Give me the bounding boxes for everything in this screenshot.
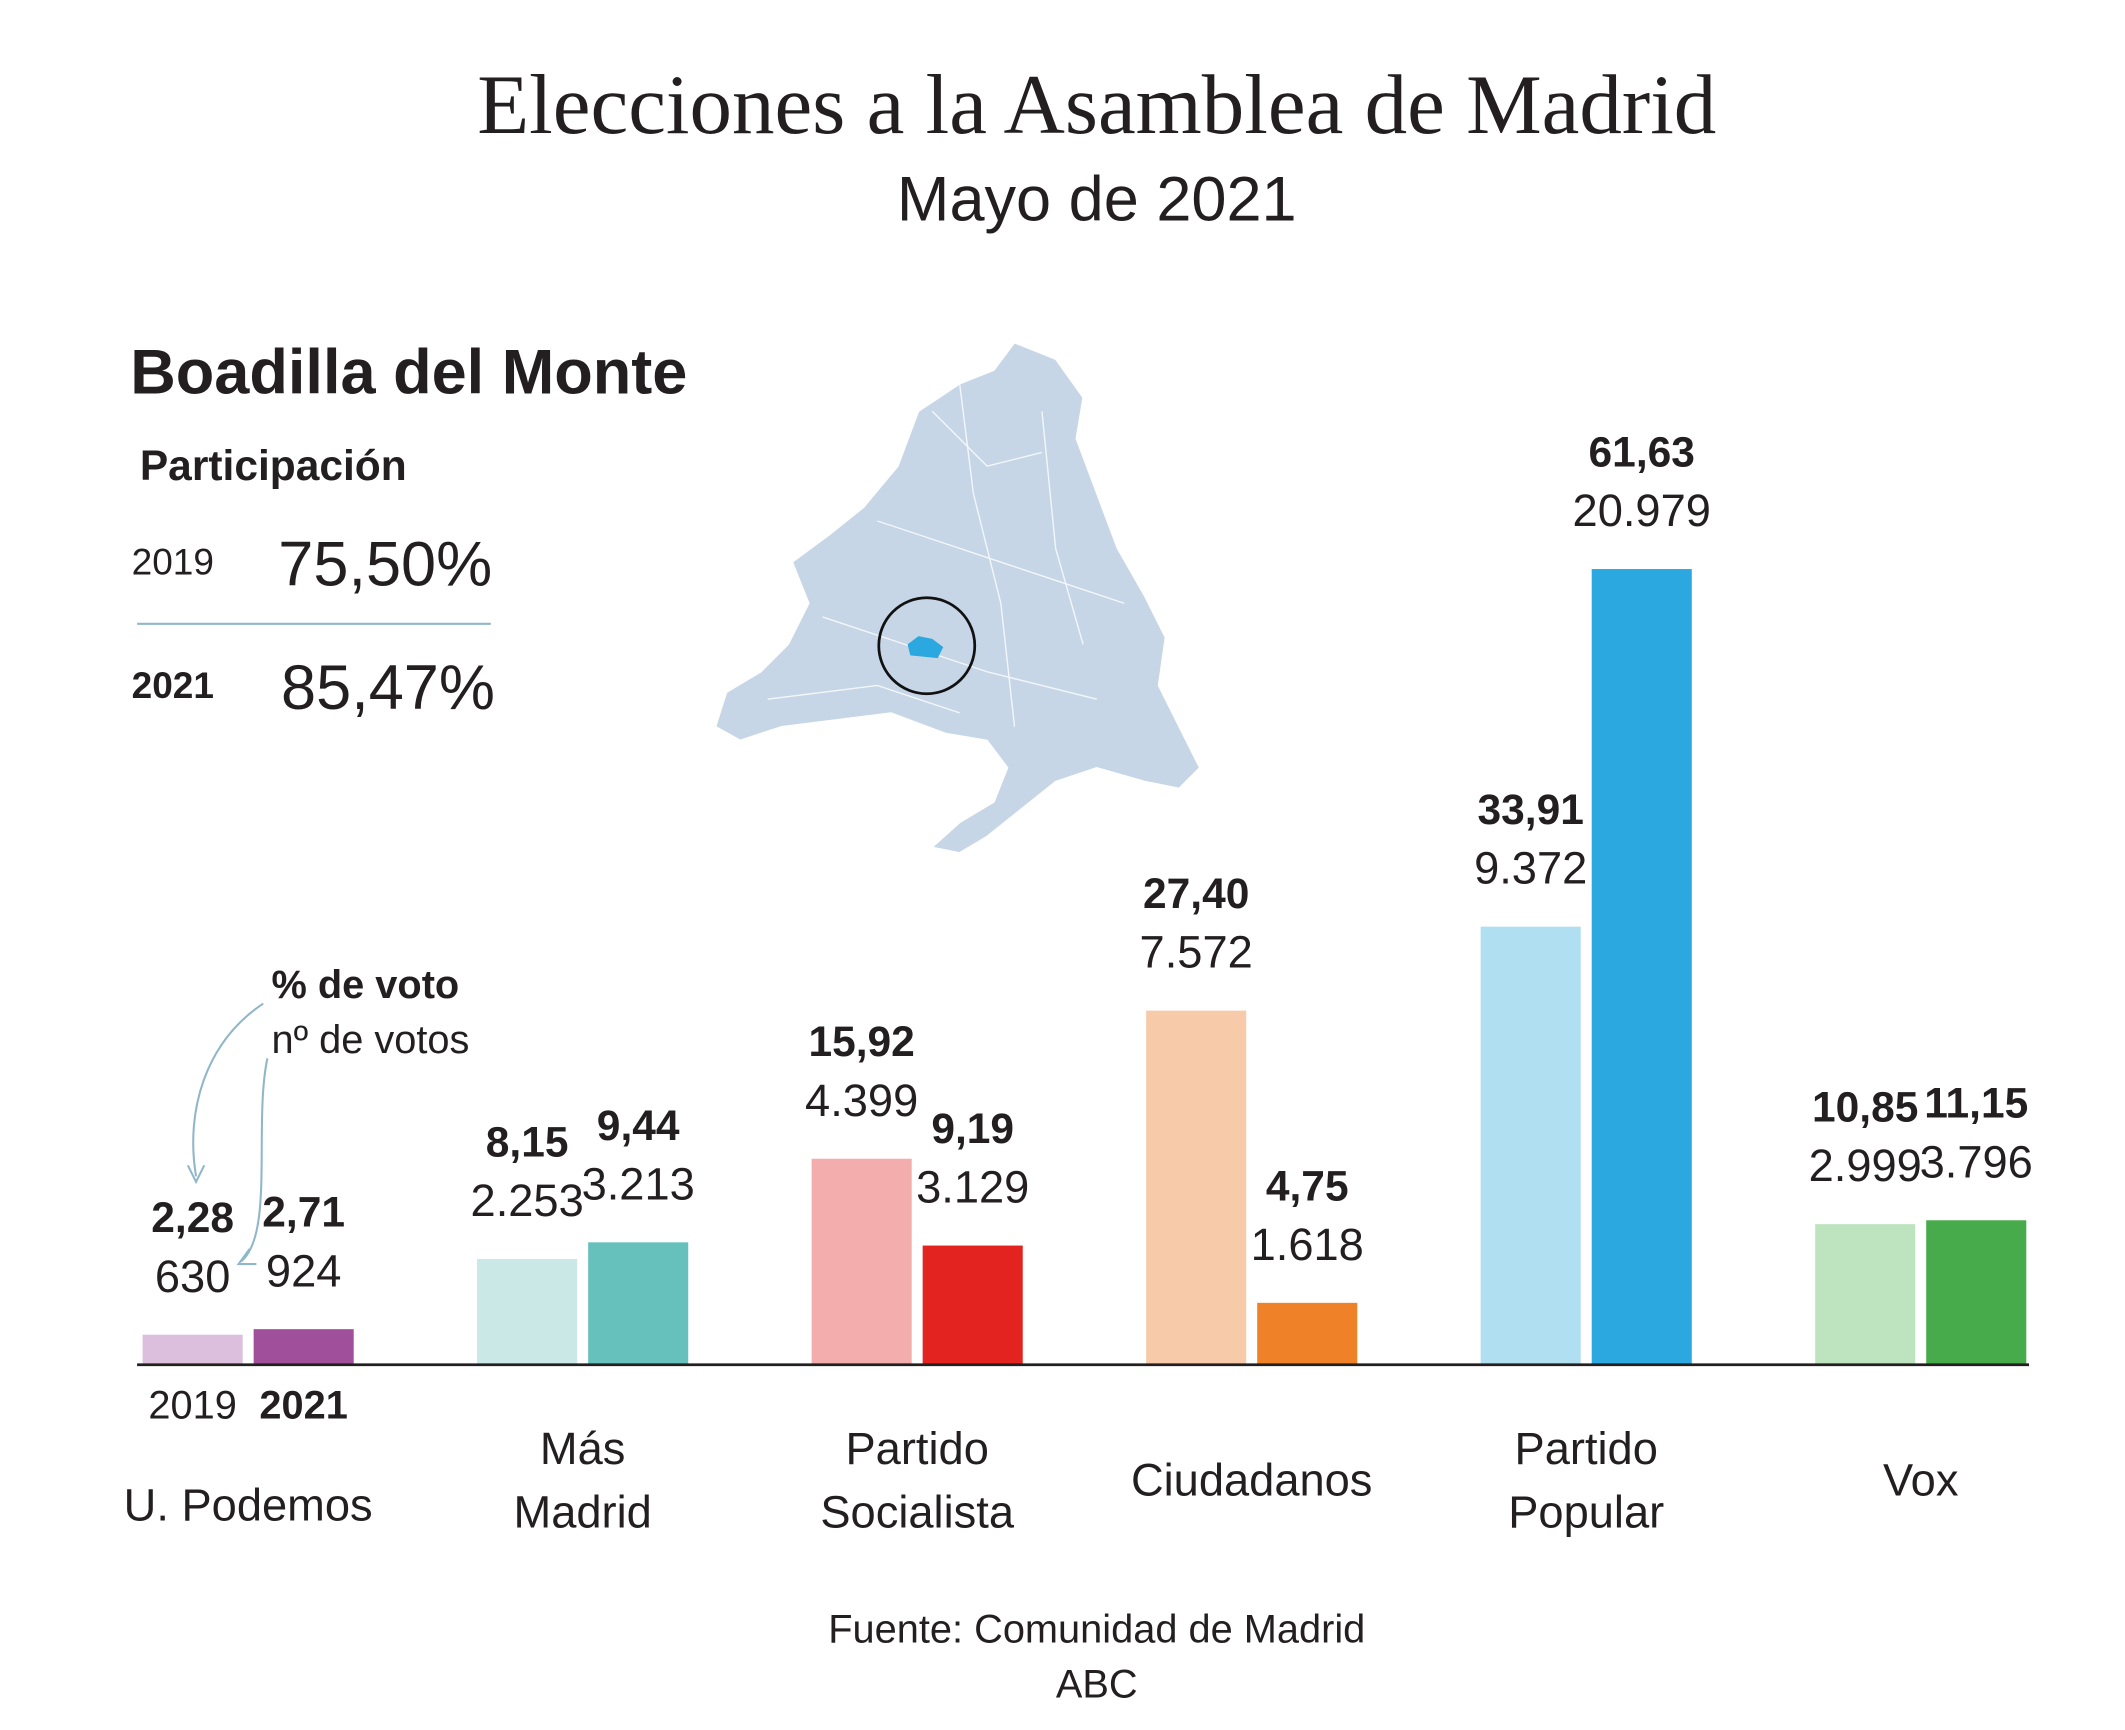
votes-label: 9.372 [1474, 843, 1587, 894]
bar [1926, 1220, 2027, 1365]
bar [1815, 1224, 1916, 1365]
legend-year: 2021 [259, 1383, 347, 1427]
annotation: nº de votos [271, 1018, 470, 1063]
participation-year: 2021 [131, 664, 214, 707]
bar [477, 1258, 578, 1365]
value-label: 15,92 [808, 1019, 914, 1066]
value-label: 27,40 [1143, 871, 1249, 918]
participation-value: 85,47% [281, 651, 495, 723]
value-label: 2,71 [262, 1190, 345, 1237]
votes-label: 630 [155, 1251, 230, 1302]
value-label: 11,15 [1924, 1081, 2028, 1128]
bar [1480, 926, 1581, 1365]
bars: 2,28 630 2019 2,71 924 2021 8,15 2.253 9,44 3.213… [142, 429, 2033, 1427]
votes-label: 20.979 [1573, 485, 1711, 536]
value-label: 9,44 [597, 1103, 680, 1150]
category-label: U. Podemos [123, 1479, 373, 1531]
votes-label: 3.796 [1920, 1136, 2033, 1187]
votes-label: 4.399 [805, 1075, 918, 1126]
source: Fuente: Comunidad de Madrid [828, 1608, 1366, 1653]
map-circle [877, 596, 977, 696]
annotation-arrowhead [186, 1164, 206, 1185]
votes-label: 1.618 [1251, 1219, 1364, 1270]
annotation: % de voto [271, 963, 460, 1008]
annotation-arrow [192, 1002, 264, 1177]
map [714, 341, 1201, 854]
map-borders [767, 383, 1125, 727]
category-label: Ciudadanos [1130, 1454, 1373, 1506]
votes-label: 3.213 [582, 1158, 695, 1209]
bar [1257, 1302, 1358, 1365]
votes-label: 7.572 [1140, 927, 1253, 978]
votes-label: 2.253 [471, 1175, 584, 1226]
bar [142, 1334, 243, 1365]
value-label: 8,15 [486, 1119, 569, 1166]
bar [588, 1242, 689, 1365]
legend-year: 2019 [148, 1383, 236, 1427]
bar [253, 1329, 354, 1365]
votes-label: 2.999 [1809, 1140, 1922, 1191]
bar [811, 1158, 912, 1365]
value-label: 2,28 [151, 1195, 234, 1242]
bar [1146, 1010, 1247, 1365]
value-label: 9,19 [931, 1106, 1014, 1153]
map-highlight [907, 636, 944, 659]
category-label: Partido Socialista [820, 1423, 1014, 1537]
bar [922, 1245, 1023, 1365]
title: Elecciones a la Asamblea de Madrid [477, 58, 1717, 153]
value-label: 33,91 [1478, 787, 1584, 834]
participation-year: 2019 [131, 541, 214, 583]
place: Boadilla del Monte [130, 335, 688, 408]
subtitle: Mayo de 2021 [896, 163, 1297, 235]
bar [1591, 569, 1692, 1365]
value-label: 10,85 [1812, 1085, 1918, 1132]
category-label: Partido Popular [1508, 1423, 1665, 1537]
publisher: ABC [1055, 1662, 1138, 1707]
value-label: 61,63 [1589, 429, 1695, 476]
votes-label: 3.129 [916, 1162, 1029, 1213]
participation-title: Participación [139, 441, 407, 490]
annotation-arrow [240, 1058, 269, 1263]
category-label: Más Madrid [513, 1423, 652, 1537]
category-label: Vox [1882, 1454, 1959, 1506]
annotation-arrowhead [236, 1248, 257, 1266]
value-label: 4,75 [1266, 1163, 1349, 1210]
votes-label: 924 [266, 1245, 341, 1296]
map-region [714, 341, 1201, 854]
participation-value: 75,50% [278, 527, 493, 600]
